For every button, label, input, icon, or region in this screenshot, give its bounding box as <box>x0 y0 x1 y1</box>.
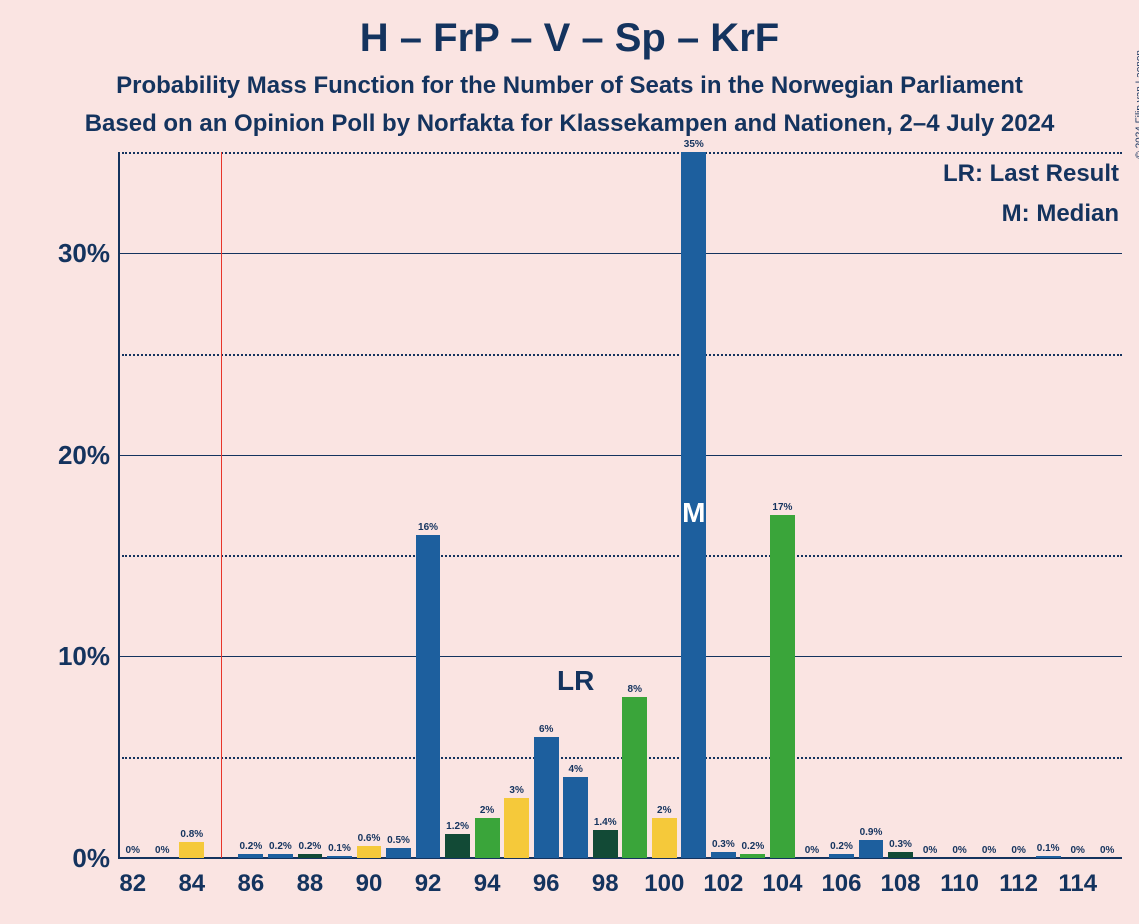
bar <box>504 798 529 859</box>
bar <box>416 535 441 858</box>
chart-subtitle-1: Probability Mass Function for the Number… <box>0 72 1139 100</box>
x-tick-label: 100 <box>634 870 694 898</box>
bar-value-label: 2% <box>644 805 684 816</box>
x-tick-label: 88 <box>280 870 340 898</box>
bar-value-label: 0% <box>142 845 182 856</box>
y-tick-label: 10% <box>20 641 110 672</box>
y-tick-label: 20% <box>20 440 110 471</box>
chart-canvas: H – FrP – V – Sp – KrF Probability Mass … <box>0 0 1139 924</box>
chart-subtitle-2: Based on an Opinion Poll by Norfakta for… <box>0 110 1139 138</box>
x-tick-label: 84 <box>162 870 222 898</box>
gridline <box>118 656 1122 657</box>
bar <box>179 842 204 858</box>
bar-value-label: 17% <box>762 502 802 513</box>
chart-title: H – FrP – V – Sp – KrF <box>0 16 1139 61</box>
y-tick-label: 30% <box>20 238 110 269</box>
x-tick-label: 112 <box>989 870 1049 898</box>
x-tick-label: 108 <box>871 870 931 898</box>
copyright-text: © 2024 Filip van Laenen <box>1135 50 1139 159</box>
gridline-minor <box>122 354 1122 356</box>
x-tick-label: 86 <box>221 870 281 898</box>
median-marker: M <box>674 497 714 529</box>
bar-value-label: 0.5% <box>379 835 419 846</box>
bar-value-label: 6% <box>526 724 566 735</box>
bar <box>238 854 263 858</box>
gridline <box>118 253 1122 254</box>
plot-area: 0%0%0.8%0.2%0.2%0.2%0.1%0.6%0.5%16%1.2%2… <box>118 152 1122 858</box>
bar <box>652 818 677 858</box>
bar <box>298 854 323 858</box>
bar-value-label: 0.2% <box>733 841 773 852</box>
reference-line <box>221 152 222 858</box>
y-axis-line <box>118 152 120 858</box>
bar-value-label: 0% <box>1087 845 1127 856</box>
bar-value-label: 1.2% <box>438 821 478 832</box>
bar <box>475 818 500 858</box>
bar-value-label: 0.8% <box>172 829 212 840</box>
lr-marker: LR <box>546 665 606 697</box>
x-tick-label: 90 <box>339 870 399 898</box>
x-tick-label: 110 <box>930 870 990 898</box>
bar-value-label: 2% <box>467 805 507 816</box>
x-tick-label: 94 <box>457 870 517 898</box>
bar <box>740 854 765 858</box>
x-tick-label: 92 <box>398 870 458 898</box>
x-tick-label: 98 <box>575 870 635 898</box>
gridline-minor <box>122 152 1122 154</box>
gridline-minor <box>122 555 1122 557</box>
bar <box>593 830 618 858</box>
x-tick-label: 82 <box>103 870 163 898</box>
bar <box>327 856 352 858</box>
bar <box>445 834 470 858</box>
x-tick-label: 114 <box>1048 870 1108 898</box>
bar-value-label: 8% <box>615 684 655 695</box>
x-tick-label: 102 <box>693 870 753 898</box>
bar-value-label: 0.2% <box>821 841 861 852</box>
bar <box>386 848 411 858</box>
bar <box>357 846 382 858</box>
bar-value-label: 1.4% <box>585 817 625 828</box>
x-tick-label: 106 <box>811 870 871 898</box>
bar-value-label: 35% <box>674 139 714 150</box>
bar <box>622 697 647 858</box>
bar-value-label: 0.1% <box>319 843 359 854</box>
bar-value-label: 3% <box>497 785 537 796</box>
bar-value-label: 16% <box>408 522 448 533</box>
bar <box>829 854 854 858</box>
y-tick-label: 0% <box>20 843 110 874</box>
x-tick-label: 104 <box>752 870 812 898</box>
bar <box>711 852 736 858</box>
bar <box>268 854 293 858</box>
x-tick-label: 96 <box>516 870 576 898</box>
bar-value-label: 0.9% <box>851 827 891 838</box>
bar <box>770 515 795 858</box>
bar <box>534 737 559 858</box>
bar <box>1036 856 1061 858</box>
bar-value-label: 4% <box>556 764 596 775</box>
gridline <box>118 455 1122 456</box>
